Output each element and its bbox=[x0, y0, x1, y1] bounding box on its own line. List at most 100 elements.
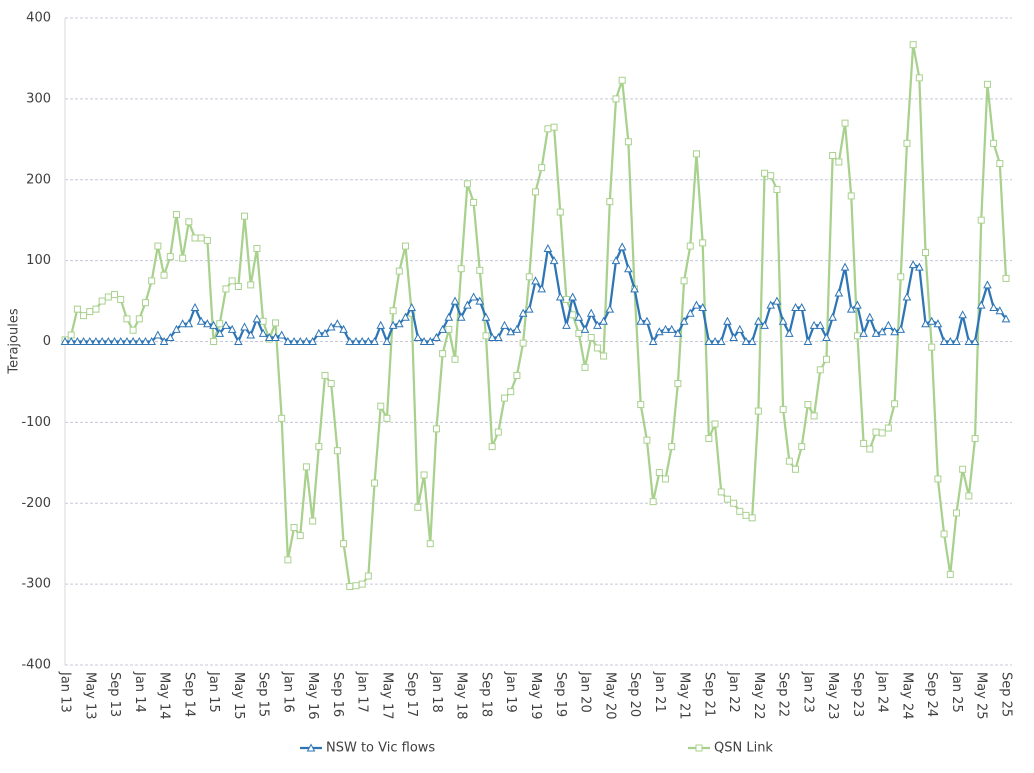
data-point bbox=[234, 283, 242, 291]
data-point bbox=[927, 316, 937, 325]
data-point bbox=[909, 41, 917, 49]
y-tick-label: -400 bbox=[21, 658, 51, 673]
data-point bbox=[85, 336, 95, 345]
data-point bbox=[134, 336, 144, 345]
data-point bbox=[636, 316, 646, 325]
data-point bbox=[643, 436, 651, 444]
data-point bbox=[612, 95, 620, 103]
data-point bbox=[104, 293, 112, 301]
x-tick-label: Jan 20 bbox=[578, 671, 593, 713]
data-point bbox=[866, 445, 874, 453]
data-point bbox=[742, 511, 750, 519]
data-point bbox=[977, 216, 985, 224]
y-tick-label: -100 bbox=[21, 415, 51, 430]
data-point bbox=[574, 312, 584, 321]
data-point bbox=[538, 164, 546, 172]
data-point bbox=[891, 400, 899, 408]
data-point bbox=[445, 325, 453, 333]
data-point bbox=[315, 443, 323, 451]
data-point bbox=[284, 556, 292, 564]
data-point bbox=[326, 322, 336, 331]
data-point bbox=[847, 192, 855, 200]
x-tick-label: May 14 bbox=[157, 672, 172, 720]
legend-label: QSN Link bbox=[714, 741, 773, 756]
data-point bbox=[66, 336, 76, 345]
data-point bbox=[544, 125, 552, 133]
data-point bbox=[846, 304, 856, 313]
data-point bbox=[680, 277, 688, 285]
data-point bbox=[965, 492, 973, 500]
data-point bbox=[840, 262, 850, 271]
data-point bbox=[593, 320, 602, 329]
data-point bbox=[253, 244, 261, 252]
data-point bbox=[692, 300, 701, 309]
data-point bbox=[271, 332, 280, 341]
data-point bbox=[345, 336, 355, 345]
data-point bbox=[92, 305, 100, 313]
data-point bbox=[976, 300, 986, 309]
data-point bbox=[296, 532, 304, 540]
y-tick-label: 400 bbox=[26, 11, 51, 26]
data-point bbox=[487, 332, 497, 341]
data-point bbox=[197, 234, 205, 242]
data-point bbox=[835, 158, 843, 166]
data-point bbox=[147, 336, 157, 345]
x-tick-label: Jan 14 bbox=[132, 671, 147, 713]
data-point bbox=[172, 211, 180, 219]
data-point bbox=[859, 328, 868, 337]
y-tick-label: 0 bbox=[43, 334, 51, 349]
data-point bbox=[389, 307, 397, 315]
data-point bbox=[339, 324, 348, 333]
data-point bbox=[662, 475, 670, 483]
data-point bbox=[394, 319, 404, 328]
data-point bbox=[934, 475, 942, 483]
x-tick-label: May 25 bbox=[974, 672, 989, 720]
data-point bbox=[723, 495, 731, 503]
data-point bbox=[228, 277, 236, 285]
data-point bbox=[654, 327, 664, 336]
x-tick-label: May 23 bbox=[825, 672, 840, 720]
data-point bbox=[921, 319, 930, 328]
data-point bbox=[98, 297, 106, 305]
data-point bbox=[784, 328, 794, 337]
data-point bbox=[940, 530, 948, 538]
data-point bbox=[637, 401, 645, 409]
data-point bbox=[822, 355, 830, 363]
data-point bbox=[91, 336, 101, 345]
data-point bbox=[444, 312, 454, 321]
data-point bbox=[456, 312, 466, 321]
data-point bbox=[717, 488, 725, 496]
data-point bbox=[196, 316, 206, 325]
data-point bbox=[451, 355, 459, 363]
data-point bbox=[797, 302, 807, 312]
data-point bbox=[649, 498, 657, 506]
x-tick-label: Sep 20 bbox=[627, 672, 642, 717]
data-point bbox=[116, 336, 126, 345]
data-point bbox=[568, 292, 577, 301]
legend-marker bbox=[695, 744, 703, 752]
data-point bbox=[401, 312, 410, 321]
data-point bbox=[946, 570, 954, 578]
data-point bbox=[555, 292, 565, 301]
x-tick-label: May 20 bbox=[602, 672, 617, 720]
series-line bbox=[64, 43, 1008, 588]
data-point bbox=[103, 336, 113, 345]
data-point bbox=[457, 265, 465, 273]
data-point bbox=[704, 336, 714, 345]
x-tick-label: May 19 bbox=[528, 672, 543, 720]
data-point bbox=[990, 139, 998, 147]
data-point bbox=[550, 123, 558, 131]
data-point bbox=[463, 180, 471, 188]
x-tick-label: Sep 23 bbox=[850, 672, 865, 717]
data-point bbox=[488, 443, 496, 451]
data-point bbox=[128, 336, 138, 345]
data-point bbox=[766, 300, 776, 309]
y-tick-label: 100 bbox=[26, 253, 51, 268]
data-point bbox=[97, 336, 107, 345]
data-point bbox=[122, 336, 132, 345]
data-point bbox=[395, 267, 403, 275]
data-point bbox=[414, 503, 422, 511]
data-point bbox=[890, 327, 899, 336]
data-point bbox=[524, 304, 534, 313]
x-tick-label: Jan 24 bbox=[875, 671, 890, 713]
